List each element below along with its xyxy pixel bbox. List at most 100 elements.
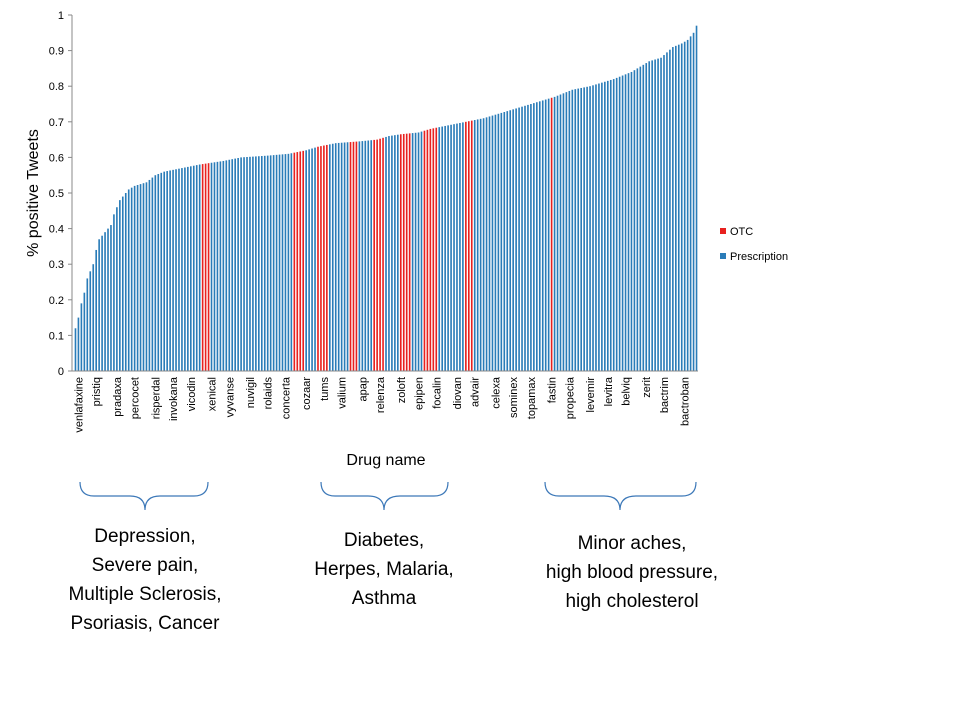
bar-otc <box>402 133 405 371</box>
bar-prescription <box>491 115 494 371</box>
y-tick-label: 0.3 <box>49 259 64 271</box>
group-1-line: Severe pain, <box>91 555 199 576</box>
x-tick-label: bactroban <box>680 377 692 426</box>
bar-prescription <box>104 232 106 371</box>
y-tick-label: 0 <box>58 366 64 378</box>
bar-prescription <box>479 118 482 371</box>
bar-prescription <box>157 174 160 371</box>
bar-prescription <box>139 184 142 371</box>
bar-prescription <box>441 126 444 371</box>
bar-prescription <box>252 156 254 371</box>
bar-prescription <box>565 92 568 371</box>
bar-prescription <box>228 159 231 371</box>
bar-prescription <box>559 94 562 371</box>
bar-prescription <box>645 63 648 372</box>
bar-prescription <box>364 140 367 371</box>
y-ticks-group: 0 0.1 0.2 0.3 0.4 0.5 0.6 0.7 0.8 0.9 1 <box>49 10 72 378</box>
bar-otc <box>201 164 204 371</box>
bar-prescription <box>181 168 183 371</box>
bar-otc <box>349 142 352 371</box>
bar-prescription <box>190 166 192 371</box>
bar-prescription <box>621 75 624 372</box>
bar-otc <box>435 127 438 371</box>
bar-prescription <box>524 105 526 371</box>
bar-prescription <box>444 125 446 371</box>
bar-prescription <box>213 162 216 371</box>
x-tick-label: diovan <box>452 377 464 409</box>
x-tick-label: invokana <box>168 376 180 421</box>
bar-prescription <box>488 116 491 372</box>
bar-prescription <box>101 235 103 371</box>
bar-prescription <box>503 112 506 371</box>
x-tick-label: venlafaxine <box>73 377 85 433</box>
bar-prescription <box>544 99 547 372</box>
bar-otc <box>323 145 325 371</box>
bar-prescription <box>329 144 331 371</box>
x-tick-label: topamax <box>526 377 538 420</box>
bar-prescription <box>98 239 100 371</box>
bar-prescription <box>500 112 503 372</box>
bar-prescription <box>598 83 600 371</box>
x-ticks-group: venlafaxine pristiq pradaxa percocet risperd… <box>73 376 691 433</box>
bar-prescription <box>195 165 198 371</box>
x-axis-title: Drug name <box>346 452 425 469</box>
x-tick-label: relenza <box>375 376 387 413</box>
x-tick-label: rolaids <box>263 377 275 410</box>
bar-prescription <box>113 214 115 371</box>
bar-prescription <box>677 44 680 372</box>
x-tick-label: focalin <box>431 377 443 409</box>
y-tick-label: 0.4 <box>49 224 64 236</box>
bar-prescription <box>414 132 417 371</box>
bar-prescription <box>290 153 293 371</box>
bar-prescription <box>518 107 520 371</box>
bar-otc <box>379 138 381 371</box>
bar-prescription <box>391 135 393 371</box>
bar-prescription <box>506 111 509 372</box>
bar-otc <box>302 150 305 371</box>
bar-prescription <box>541 100 544 371</box>
bracket-1 <box>79 481 209 511</box>
bar-prescription <box>314 147 316 371</box>
bar-prescription <box>249 156 251 371</box>
bar-prescription <box>695 25 698 372</box>
x-tick-label: propecia <box>564 376 576 419</box>
bar-prescription <box>305 150 307 371</box>
bar-prescription <box>142 183 145 371</box>
bar-prescription <box>284 154 287 371</box>
x-tick-label: zoloft <box>396 377 408 403</box>
bar-prescription <box>237 157 239 371</box>
bar-prescription <box>485 117 488 371</box>
bar-prescription <box>420 131 423 371</box>
bar-prescription <box>340 142 343 371</box>
bar-prescription <box>680 43 683 371</box>
bar-prescription <box>586 86 588 371</box>
bar-prescription <box>580 87 582 371</box>
bar-prescription <box>672 47 674 371</box>
bar-otc <box>376 139 378 371</box>
bar-prescription <box>521 106 523 372</box>
bar-otc <box>296 152 299 371</box>
bar-prescription <box>651 60 653 371</box>
group-3-line: Minor aches, <box>577 533 687 554</box>
bar-prescription <box>497 113 500 371</box>
bars-group <box>74 25 698 372</box>
bar-prescription <box>358 141 361 371</box>
bar-prescription <box>269 155 272 371</box>
bar-prescription <box>456 123 458 371</box>
bar-prescription <box>116 207 118 371</box>
bar-prescription <box>178 168 180 371</box>
x-tick-label: pristiq <box>91 377 103 406</box>
bar-prescription <box>657 58 659 372</box>
bar-otc <box>355 141 358 371</box>
bar-prescription <box>388 136 390 371</box>
bar-prescription <box>459 122 461 372</box>
bracket-3 <box>544 481 697 511</box>
bar-otc <box>326 144 328 371</box>
x-tick-label: levitra <box>603 376 615 406</box>
bar-otc <box>470 120 473 371</box>
bar-otc <box>429 128 432 371</box>
bar-prescription <box>462 122 464 371</box>
x-tick-label: pradaxa <box>112 376 124 417</box>
bar-prescription <box>110 225 112 371</box>
bar-otc <box>352 141 355 371</box>
